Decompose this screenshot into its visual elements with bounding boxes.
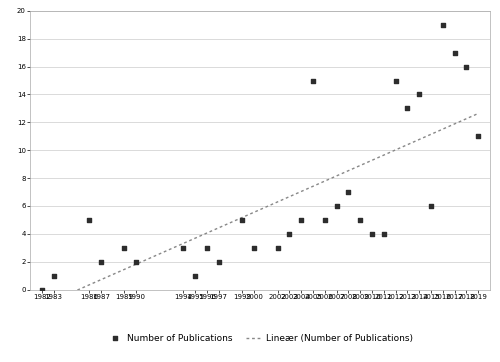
Number of Publications [180, 245, 188, 251]
Lineær (Number of Publications) [306, 186, 312, 190]
Number of Publications [214, 259, 222, 265]
Number of Publications [392, 78, 400, 84]
Lineær (Number of Publications) [406, 142, 412, 146]
Number of Publications [132, 259, 140, 265]
Number of Publications [332, 203, 340, 209]
Lineær (Number of Publications) [40, 303, 46, 307]
Lineær (Number of Publications) [434, 129, 440, 134]
Number of Publications [97, 259, 105, 265]
Number of Publications [404, 106, 411, 111]
Lineær (Number of Publications) [39, 304, 45, 308]
Number of Publications [120, 245, 128, 251]
Number of Publications [274, 245, 281, 251]
Number of Publications [380, 231, 388, 237]
Number of Publications [203, 245, 211, 251]
Number of Publications [427, 203, 435, 209]
Number of Publications [191, 273, 199, 279]
Number of Publications [298, 217, 306, 223]
Number of Publications [450, 50, 458, 55]
Number of Publications [474, 134, 482, 139]
Number of Publications [356, 217, 364, 223]
Number of Publications [462, 64, 470, 70]
Number of Publications [415, 92, 423, 97]
Line: Lineær (Number of Publications): Lineær (Number of Publications) [42, 114, 478, 306]
Number of Publications [85, 217, 93, 223]
Number of Publications [439, 22, 447, 28]
Lineær (Number of Publications) [475, 111, 481, 116]
Number of Publications [309, 78, 317, 84]
Legend: Number of Publications, Lineær (Number of Publications): Number of Publications, Lineær (Number o… [104, 330, 416, 346]
Lineær (Number of Publications) [297, 190, 303, 194]
Number of Publications [368, 231, 376, 237]
Number of Publications [250, 245, 258, 251]
Number of Publications [38, 287, 46, 292]
Number of Publications [286, 231, 294, 237]
Number of Publications [344, 189, 352, 195]
Number of Publications [238, 217, 246, 223]
Lineær (Number of Publications) [298, 189, 304, 193]
Number of Publications [321, 217, 329, 223]
Number of Publications [50, 273, 58, 279]
